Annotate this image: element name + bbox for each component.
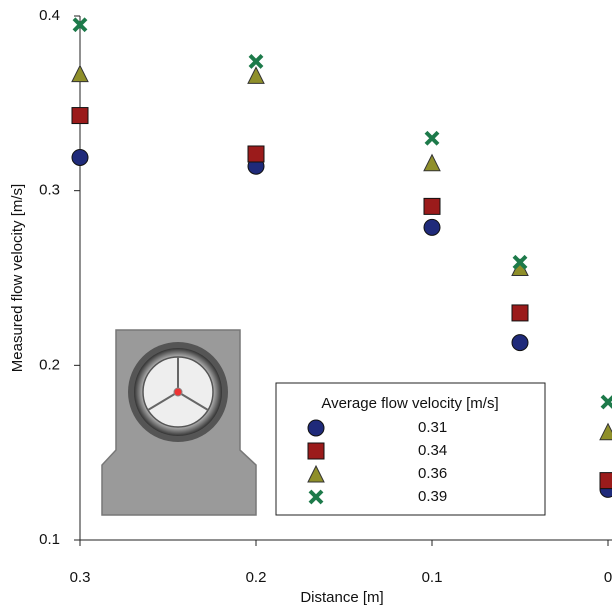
legend-label: 0.36 [418, 465, 447, 482]
inset-figure [101, 329, 257, 516]
point [599, 422, 612, 441]
point [247, 145, 265, 163]
x-tick-label: 0.2 [246, 569, 267, 586]
point [423, 218, 441, 236]
point [72, 17, 88, 33]
point [71, 107, 89, 125]
y-tick-label: 0.4 [39, 7, 60, 24]
legend-label: 0.39 [418, 488, 447, 505]
point [511, 304, 529, 322]
legend-label: 0.31 [418, 419, 447, 436]
y-tick-label: 0.1 [39, 531, 60, 548]
x-tick-label: 0.3 [70, 569, 91, 586]
legend-label: 0.34 [418, 442, 447, 459]
y-tick-label: 0.3 [39, 182, 60, 199]
legend-marker [308, 489, 324, 505]
legend-title: Average flow velocity [m/s] [321, 395, 498, 412]
point [248, 53, 264, 69]
x-tick-label: 0.1 [422, 569, 443, 586]
point [512, 254, 528, 270]
point [600, 394, 612, 410]
point [599, 472, 612, 490]
x-tick-label: 0 [604, 569, 612, 586]
x-axis-title: Distance [m] [300, 589, 383, 606]
y-axis-title: Measured flow velocity [m/s] [9, 184, 26, 372]
point [423, 153, 441, 172]
point [424, 130, 440, 146]
legend-marker [307, 419, 325, 437]
point [511, 334, 529, 352]
legend-marker [307, 442, 325, 460]
y-tick-label: 0.2 [39, 356, 60, 373]
legend-marker [307, 464, 325, 483]
point [247, 66, 265, 84]
point [71, 148, 89, 166]
point [423, 197, 441, 215]
point [71, 64, 89, 83]
